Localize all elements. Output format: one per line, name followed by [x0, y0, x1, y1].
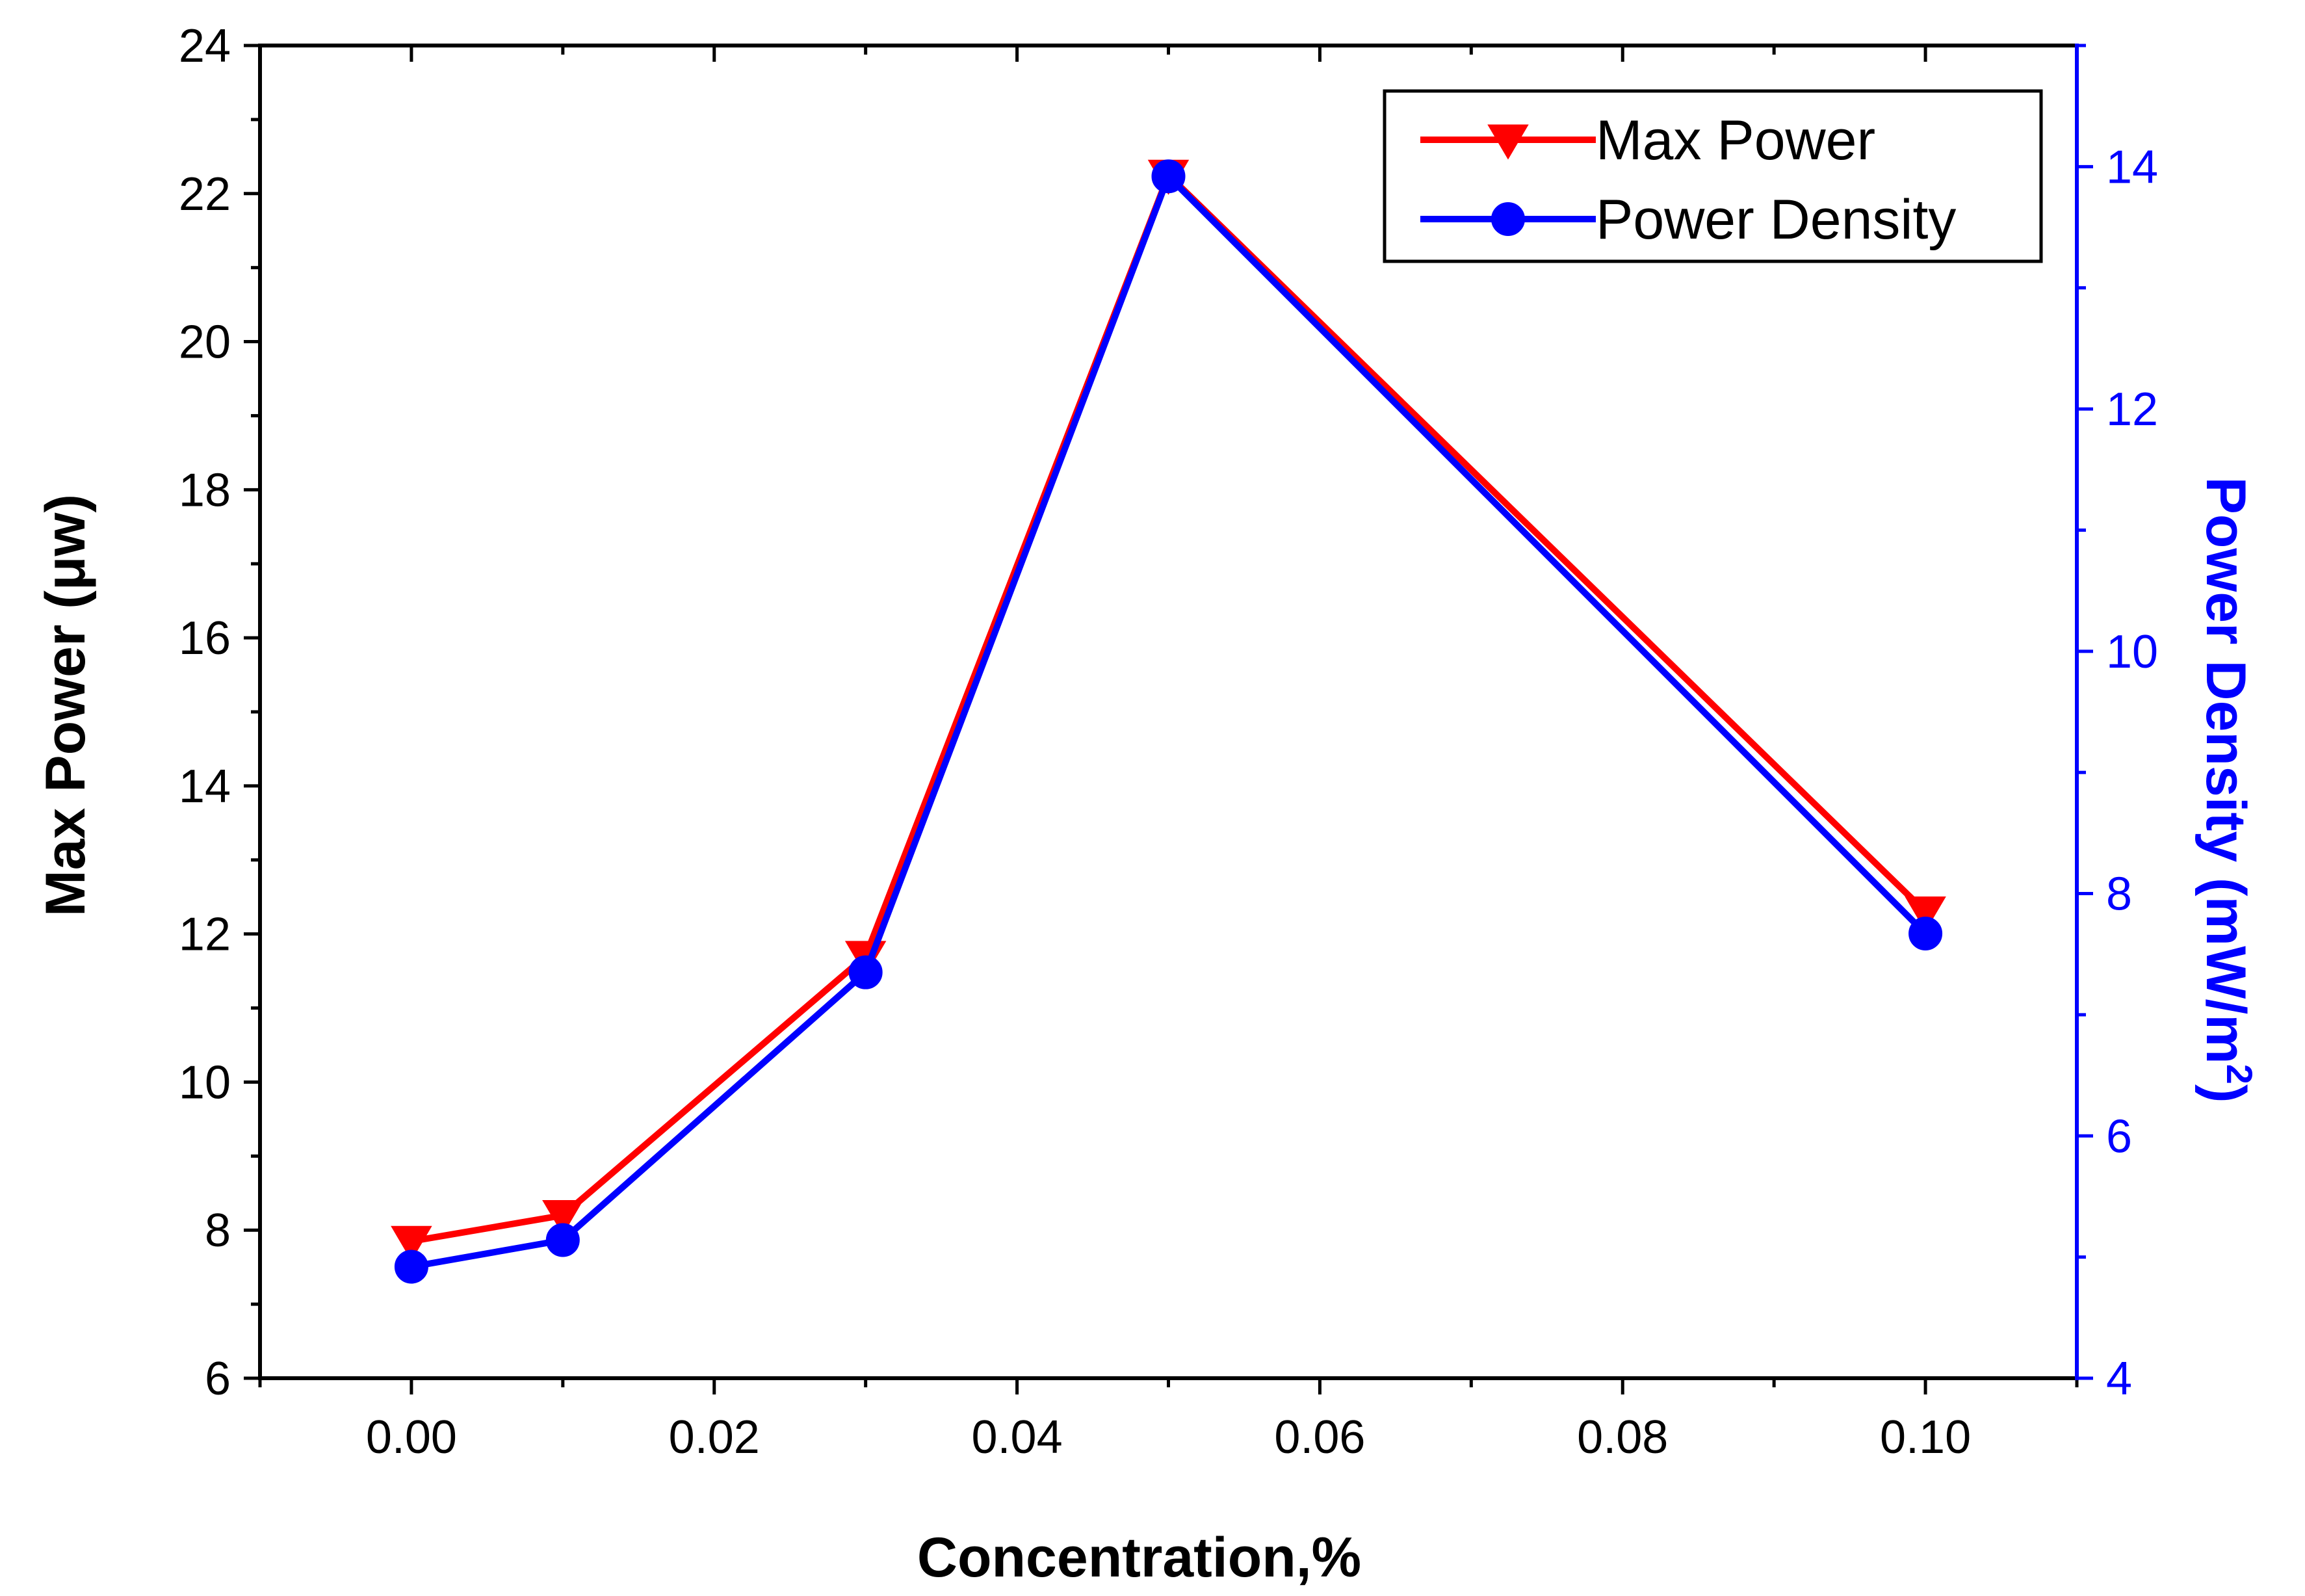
- legend: Max Power Power Density: [1383, 89, 2043, 263]
- legend-label: Power Density: [1596, 189, 1956, 251]
- y2-tick-label: 8: [2106, 869, 2132, 921]
- y2-axis-title-sup: 2: [2220, 1064, 2261, 1084]
- ticks-layer: 0.00 0.02 0.04 0.06 0.08 0.10 6 8 10 12 14 16 18 20 22…: [179, 20, 2158, 1463]
- legend-item: Power Density: [1420, 189, 1956, 251]
- legend-marker: [1491, 202, 1525, 236]
- series-layer: [391, 159, 1946, 1284]
- y2-tick-label: 6: [2106, 1110, 2132, 1162]
- y-tick-label: 12: [179, 909, 231, 961]
- series-power-density: [394, 159, 1943, 1284]
- y-tick-label: 18: [179, 464, 231, 516]
- series-line: [411, 173, 1928, 1270]
- y-tick-label: 22: [179, 168, 231, 220]
- y2-axis-title-end: ): [2194, 1084, 2257, 1103]
- data-point: [394, 1249, 428, 1284]
- x-tick-label: 0.00: [366, 1411, 457, 1463]
- x-tick-label: 0.06: [1274, 1411, 1365, 1463]
- x-tick-label: 0.10: [1880, 1411, 1971, 1463]
- y-tick-label: 6: [205, 1353, 231, 1405]
- data-point: [545, 1223, 580, 1257]
- y2-axis-title: Power Density (mW/m2): [2194, 477, 2261, 1103]
- legend-item: Max Power: [1420, 109, 1875, 172]
- y-tick-label: 20: [179, 317, 231, 369]
- legend-label: Max Power: [1596, 109, 1875, 172]
- x-tick-label: 0.04: [972, 1411, 1063, 1463]
- y2-tick-label: 12: [2106, 384, 2158, 436]
- y-tick-label: 16: [179, 612, 231, 664]
- data-point: [391, 1225, 432, 1261]
- y-tick-label: 8: [205, 1205, 231, 1257]
- y2-tick-label: 14: [2106, 141, 2158, 193]
- data-point: [542, 1199, 584, 1235]
- y-axis-title: Max Power (μw): [34, 494, 97, 917]
- x-axis-title: Concentration,%: [917, 1526, 1361, 1589]
- y-tick-label: 24: [179, 20, 231, 72]
- data-point: [1908, 917, 1943, 951]
- data-point: [1905, 896, 1946, 932]
- y2-tick-label: 10: [2106, 626, 2158, 678]
- y2-axis-title-main: Power Density (mW/m: [2194, 477, 2257, 1064]
- legend-marker: [1487, 124, 1529, 160]
- x-tick-label: 0.08: [1577, 1411, 1668, 1463]
- y2-tick-label: 4: [2106, 1353, 2132, 1405]
- data-point: [848, 955, 883, 989]
- y-tick-label: 10: [179, 1056, 231, 1108]
- series-max-power: [391, 159, 1946, 1261]
- legend-box: [1383, 89, 2043, 263]
- y-tick-label: 14: [179, 761, 231, 813]
- data-point: [1151, 159, 1186, 194]
- labels-layer: Concentration,% Max Power (μw) Power Den…: [34, 477, 2261, 1589]
- x-tick-label: 0.02: [669, 1411, 760, 1463]
